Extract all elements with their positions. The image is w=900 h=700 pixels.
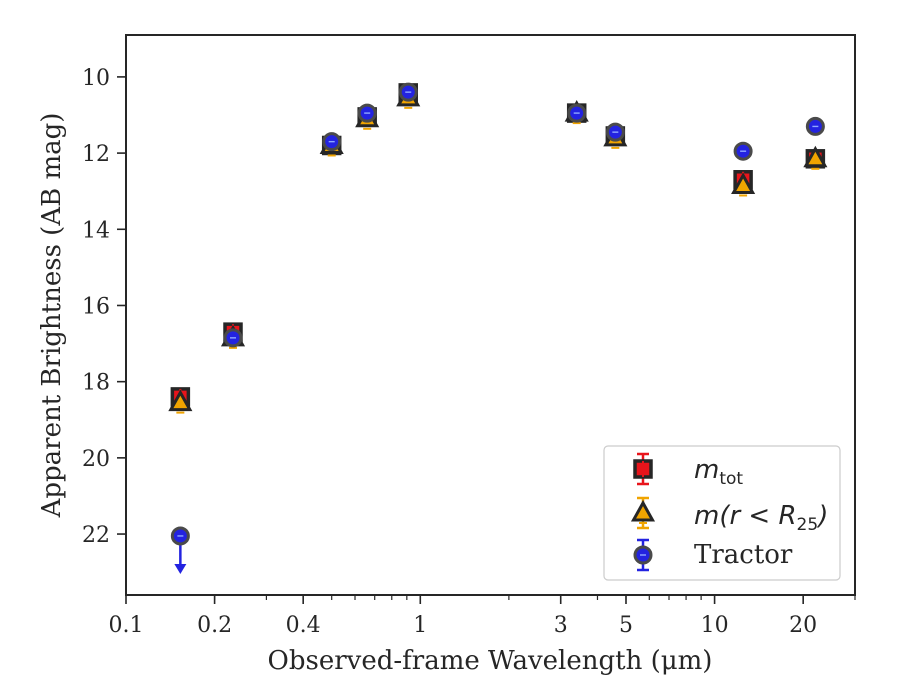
legend-entry-m-tot: mtot <box>694 455 743 489</box>
y-tick-label: 14 <box>82 218 110 243</box>
legend-entry-m-r25: m(r < R25) <box>694 501 828 535</box>
y-axis-label: Apparent Brightness (AB mag) <box>37 113 67 519</box>
legend: mtot m(r < R25) Tractor <box>603 445 841 581</box>
point-mr25-shape <box>731 172 756 194</box>
y-axis-ticks: 10 12 14 16 18 20 22 <box>82 66 126 548</box>
legend-marker-tractor <box>633 545 653 565</box>
legend-symbols <box>630 452 656 572</box>
plot-frame <box>125 34 856 596</box>
x-axis-ticks: 0.1 0.2 0.4 1 3 5 10 20 <box>109 595 817 638</box>
legend-box <box>603 445 841 581</box>
y-tick-label: 22 <box>82 523 110 548</box>
legend-marker-mr25-shape <box>630 499 656 522</box>
legend-mr-prefix: m <box>694 501 719 531</box>
point-mr25 <box>731 172 756 197</box>
point-tractor <box>398 82 418 102</box>
point-tractor <box>357 103 377 123</box>
x-tick-label: 20 <box>789 613 817 638</box>
legend-m-tot-base: m <box>694 455 719 485</box>
point-mr25-shape <box>168 389 193 412</box>
point-mr25 <box>803 145 828 170</box>
point-tractor <box>733 141 753 161</box>
legend-marker-mtot <box>633 459 653 479</box>
legend-mr-sub: 25 <box>797 515 819 535</box>
x-tick-label: 0.1 <box>109 613 144 638</box>
y-tick-label: 20 <box>82 447 110 472</box>
point-tractor <box>567 103 587 123</box>
point-mr25-shape <box>803 145 828 168</box>
y-tick-label: 16 <box>82 294 110 319</box>
point-tractor <box>805 116 825 136</box>
point-tractor <box>322 132 342 152</box>
point-tractor <box>605 122 625 142</box>
point-tractor <box>223 328 243 348</box>
legend-m-tot-sub: tot <box>719 469 743 489</box>
data-marks <box>168 82 828 574</box>
x-tick-label: 3 <box>554 613 568 638</box>
upper-limit-arrow-head <box>174 563 187 574</box>
y-tick-label: 10 <box>82 66 110 91</box>
legend-marker-mr25 <box>630 499 656 524</box>
x-tick-label: 1 <box>413 613 427 638</box>
y-tick-label: 18 <box>82 371 110 396</box>
point-tractor <box>170 526 190 546</box>
x-axis-label: Observed-frame Wavelength (μm) <box>268 646 713 676</box>
x-tick-label: 0.4 <box>286 613 321 638</box>
legend-mr-suffix: ) <box>816 501 828 531</box>
x-tick-label: 0.2 <box>197 613 232 638</box>
legend-entry-tractor: Tractor <box>694 540 793 570</box>
point-mr25 <box>168 389 193 414</box>
x-tick-label: 10 <box>701 613 729 638</box>
legend-mr-mid: (r < R <box>719 501 796 531</box>
x-tick-label: 5 <box>619 613 633 638</box>
y-tick-label: 12 <box>82 142 110 167</box>
